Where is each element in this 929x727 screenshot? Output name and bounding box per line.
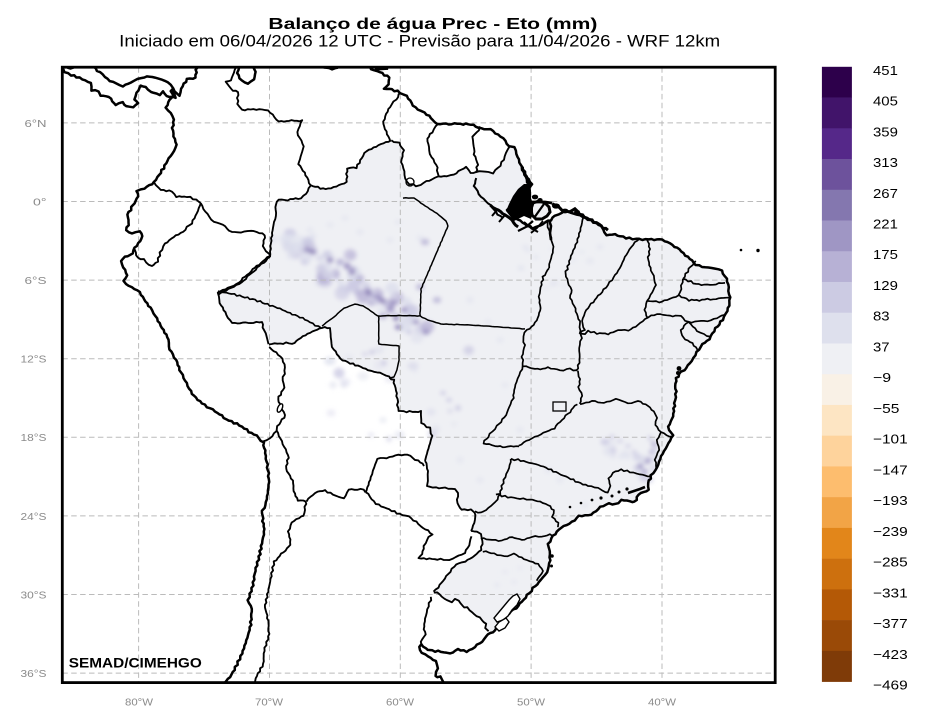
- svg-text:−55: −55: [873, 401, 899, 416]
- svg-text:0°: 0°: [33, 196, 47, 208]
- svg-text:Balanço de água Prec - Eto (mm: Balanço de água Prec - Eto (mm): [268, 16, 597, 33]
- svg-text:405: 405: [873, 94, 898, 109]
- svg-text:−101: −101: [873, 432, 908, 447]
- svg-text:40°W: 40°W: [648, 696, 676, 708]
- svg-text:−9: −9: [873, 370, 891, 385]
- svg-text:−193: −193: [873, 493, 908, 508]
- svg-text:36°S: 36°S: [21, 668, 47, 680]
- svg-text:6°N: 6°N: [25, 118, 47, 130]
- svg-text:−469: −469: [873, 678, 908, 693]
- svg-text:129: 129: [873, 278, 898, 293]
- svg-text:37: 37: [873, 340, 890, 355]
- svg-text:−423: −423: [873, 647, 908, 662]
- svg-text:24°S: 24°S: [21, 511, 47, 523]
- svg-text:267: 267: [873, 186, 898, 201]
- svg-text:12°S: 12°S: [21, 354, 47, 366]
- svg-text:175: 175: [873, 247, 898, 262]
- svg-text:60°W: 60°W: [386, 696, 414, 708]
- svg-text:18°S: 18°S: [21, 432, 47, 444]
- svg-text:313: 313: [873, 155, 898, 170]
- svg-text:−377: −377: [873, 616, 908, 631]
- svg-text:70°W: 70°W: [255, 696, 283, 708]
- svg-text:359: 359: [873, 124, 898, 139]
- svg-text:6°S: 6°S: [25, 275, 47, 287]
- svg-text:30°S: 30°S: [21, 589, 47, 601]
- svg-text:83: 83: [873, 309, 890, 324]
- svg-text:50°W: 50°W: [517, 696, 545, 708]
- svg-text:221: 221: [873, 217, 898, 232]
- svg-text:SEMAD/CIMEHGO: SEMAD/CIMEHGO: [69, 655, 202, 671]
- svg-text:80°W: 80°W: [125, 696, 153, 708]
- svg-text:451: 451: [873, 63, 898, 78]
- svg-text:−239: −239: [873, 524, 908, 539]
- svg-text:Iniciado em 06/04/2026 12 UTC: Iniciado em 06/04/2026 12 UTC - Previsão…: [119, 33, 720, 51]
- svg-text:−285: −285: [873, 555, 908, 570]
- svg-text:−147: −147: [873, 462, 908, 477]
- svg-text:−331: −331: [873, 585, 908, 600]
